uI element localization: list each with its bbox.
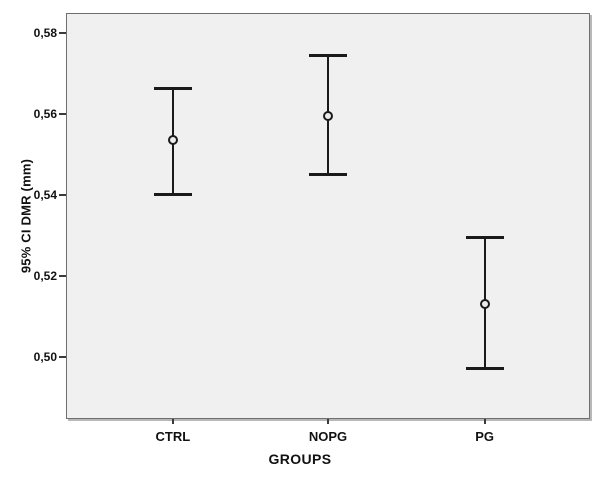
ci-upper-cap-nopg	[309, 54, 347, 58]
ci-upper-cap-pg	[465, 236, 504, 240]
ci-lower-cap-nopg	[309, 172, 347, 176]
x-axis-tick-mark-pg	[483, 419, 486, 424]
ci-lower-cap-ctrl	[153, 192, 192, 196]
x-axis-title: GROUPS	[268, 451, 332, 467]
x-axis-tick-mark-ctrl	[171, 419, 174, 424]
ci-lower-cap-pg	[465, 367, 504, 371]
mean-marker-nopg	[323, 110, 333, 121]
x-axis-tick-label-ctrl: CTRL	[155, 429, 191, 444]
y-axis-tick-label: 0,54	[33, 187, 57, 202]
ci-upper-cap-ctrl	[153, 86, 192, 90]
y-axis-tick-mark	[59, 356, 66, 358]
y-axis-tick-label: 0,58	[33, 25, 57, 40]
mean-marker-ctrl	[167, 135, 178, 146]
x-axis-tick-label-nopg: NOPG	[308, 429, 348, 444]
y-axis-tick-mark	[59, 274, 66, 277]
y-axis-tick-label: 0,56	[33, 106, 57, 121]
y-axis-tick-mark	[59, 112, 66, 115]
x-axis-tick-mark-nopg	[327, 419, 329, 424]
x-axis-tick-label-pg: PG	[475, 429, 495, 444]
mean-marker-pg	[479, 299, 490, 310]
y-axis-tick-mark	[59, 193, 66, 196]
y-axis-tick-mark	[59, 31, 66, 34]
y-axis-title: 95% CI DMR (mm)	[18, 158, 34, 274]
y-axis-tick-label: 0,52	[33, 268, 57, 283]
y-axis-tick-label: 0,50	[33, 350, 57, 364]
